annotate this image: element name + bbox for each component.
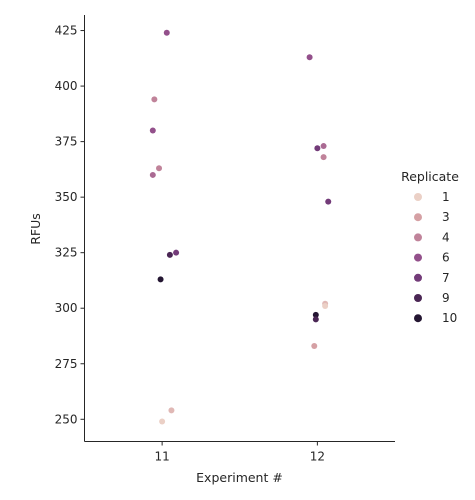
data-point: [306, 54, 313, 61]
legend-label: 3: [442, 210, 450, 224]
legend-marker: [414, 193, 422, 201]
data-point: [168, 407, 175, 414]
y-tick-label: 400: [55, 79, 78, 93]
x-ticks: 11 12: [154, 441, 325, 464]
data-point: [151, 96, 158, 103]
legend-label: 10: [442, 311, 457, 325]
data-point: [320, 154, 327, 161]
y-tick-label: 275: [55, 357, 78, 371]
y-axis-label: RFUs: [28, 213, 43, 245]
y-tick-label: 325: [55, 246, 78, 260]
y-tick-label: 350: [55, 190, 78, 204]
legend-label: 7: [442, 271, 450, 285]
legend-label: 9: [442, 291, 450, 305]
legend-label: 6: [442, 251, 450, 265]
data-point: [314, 145, 321, 152]
data-point: [320, 143, 327, 150]
x-tick-label: 12: [310, 450, 325, 464]
data-points: [149, 29, 332, 425]
legend-marker: [414, 253, 422, 262]
legend-label: 1: [442, 190, 450, 204]
data-point: [149, 171, 156, 178]
data-point: [325, 198, 332, 205]
data-point: [173, 249, 180, 256]
legend-marker: [414, 314, 422, 323]
legend-marker: [414, 294, 422, 302]
data-point: [157, 276, 164, 283]
axes: [84, 15, 395, 442]
legend-title: Replicate: [401, 169, 459, 184]
data-point: [312, 311, 319, 318]
data-point: [312, 316, 319, 323]
data-point: [322, 302, 329, 309]
y-tick-label: 300: [55, 301, 78, 315]
data-point: [149, 127, 156, 134]
data-point: [163, 29, 170, 36]
data-point: [159, 418, 166, 425]
legend: Replicate 1 3 4 6 7 9 10: [401, 169, 459, 325]
data-point: [156, 165, 163, 172]
y-tick-label: 425: [55, 24, 78, 38]
y-ticks: 250 275 300 325 350 375 400 425: [55, 24, 85, 426]
data-point: [166, 251, 173, 258]
data-point: [311, 342, 318, 349]
legend-label: 4: [442, 230, 450, 244]
legend-marker: [414, 273, 422, 282]
legend-marker: [414, 213, 422, 222]
y-tick-label: 250: [55, 412, 78, 426]
x-axis-label: Experiment #: [196, 470, 283, 485]
y-tick-label: 375: [55, 135, 78, 149]
x-tick-label: 11: [154, 450, 169, 464]
legend-marker: [414, 233, 422, 242]
